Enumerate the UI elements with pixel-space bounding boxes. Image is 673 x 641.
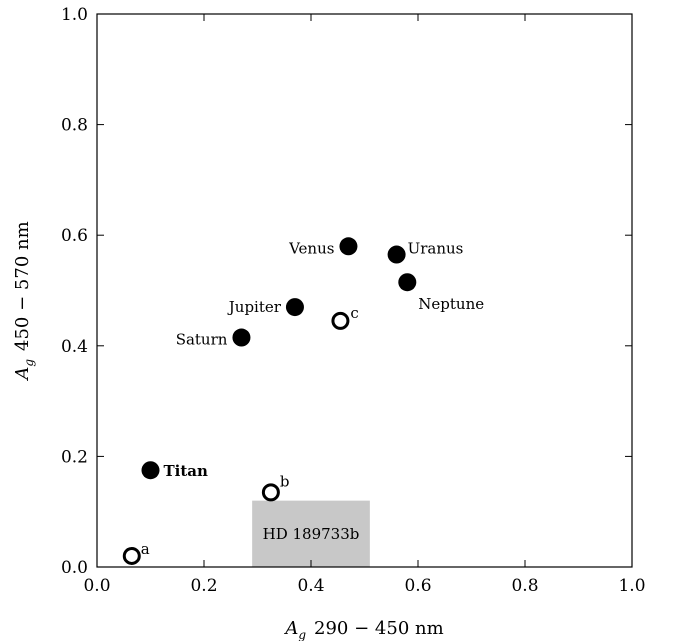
point-label-neptune: Neptune (418, 295, 484, 313)
x-axis-title: Ag 290 − 450 nm (283, 618, 443, 641)
y-tick-label: 0.0 (61, 558, 88, 578)
point-label-jupiter: Jupiter (227, 298, 282, 316)
point-uranus (387, 245, 406, 264)
x-tick-label: 0.0 (83, 576, 110, 596)
x-tick-label: 1.0 (618, 576, 645, 596)
point-b (261, 483, 280, 502)
point-label-a: a (141, 540, 150, 558)
point-jupiter (285, 298, 304, 317)
hd-189733b-region (252, 500, 370, 567)
y-tick-label: 0.8 (61, 116, 88, 136)
x-tick-label: 0.2 (190, 576, 217, 596)
y-tick-label: 0.6 (61, 226, 88, 246)
x-tick-label: 0.8 (511, 576, 538, 596)
region-layer: HD 189733b (252, 500, 370, 567)
point-neptune (398, 273, 417, 292)
point-label-b: b (280, 472, 290, 490)
x-tick-label: 0.4 (297, 576, 324, 596)
point-venus (339, 237, 358, 256)
point-label-titan: Titan (164, 462, 209, 480)
point-layer: Venus Uranus Neptune Jupiter Saturn Titan c b a (122, 237, 484, 565)
point-titan (141, 461, 160, 480)
point-c (331, 311, 350, 330)
point-label-c: c (350, 304, 358, 322)
point-label-saturn: Saturn (176, 331, 228, 349)
region-label: HD 189733b (263, 525, 360, 543)
x-tick-label: 0.6 (404, 576, 431, 596)
y-tick-label: 0.4 (61, 337, 88, 357)
point-saturn (232, 328, 251, 347)
plot-frame (96, 13, 633, 568)
point-label-uranus: Uranus (408, 240, 464, 258)
y-axis-title: Ag450 − 570 nm (12, 221, 36, 381)
y-tick-label: 1.0 (61, 5, 88, 25)
y-tick-label: 0.2 (61, 447, 88, 467)
point-label-venus: Venus (288, 239, 334, 257)
tick-layer: 0.0 0.2 0.4 0.6 0.8 1.0 0.0 0.2 0.4 0.6 0.8 1.0 (61, 5, 646, 596)
point-a (122, 546, 141, 565)
